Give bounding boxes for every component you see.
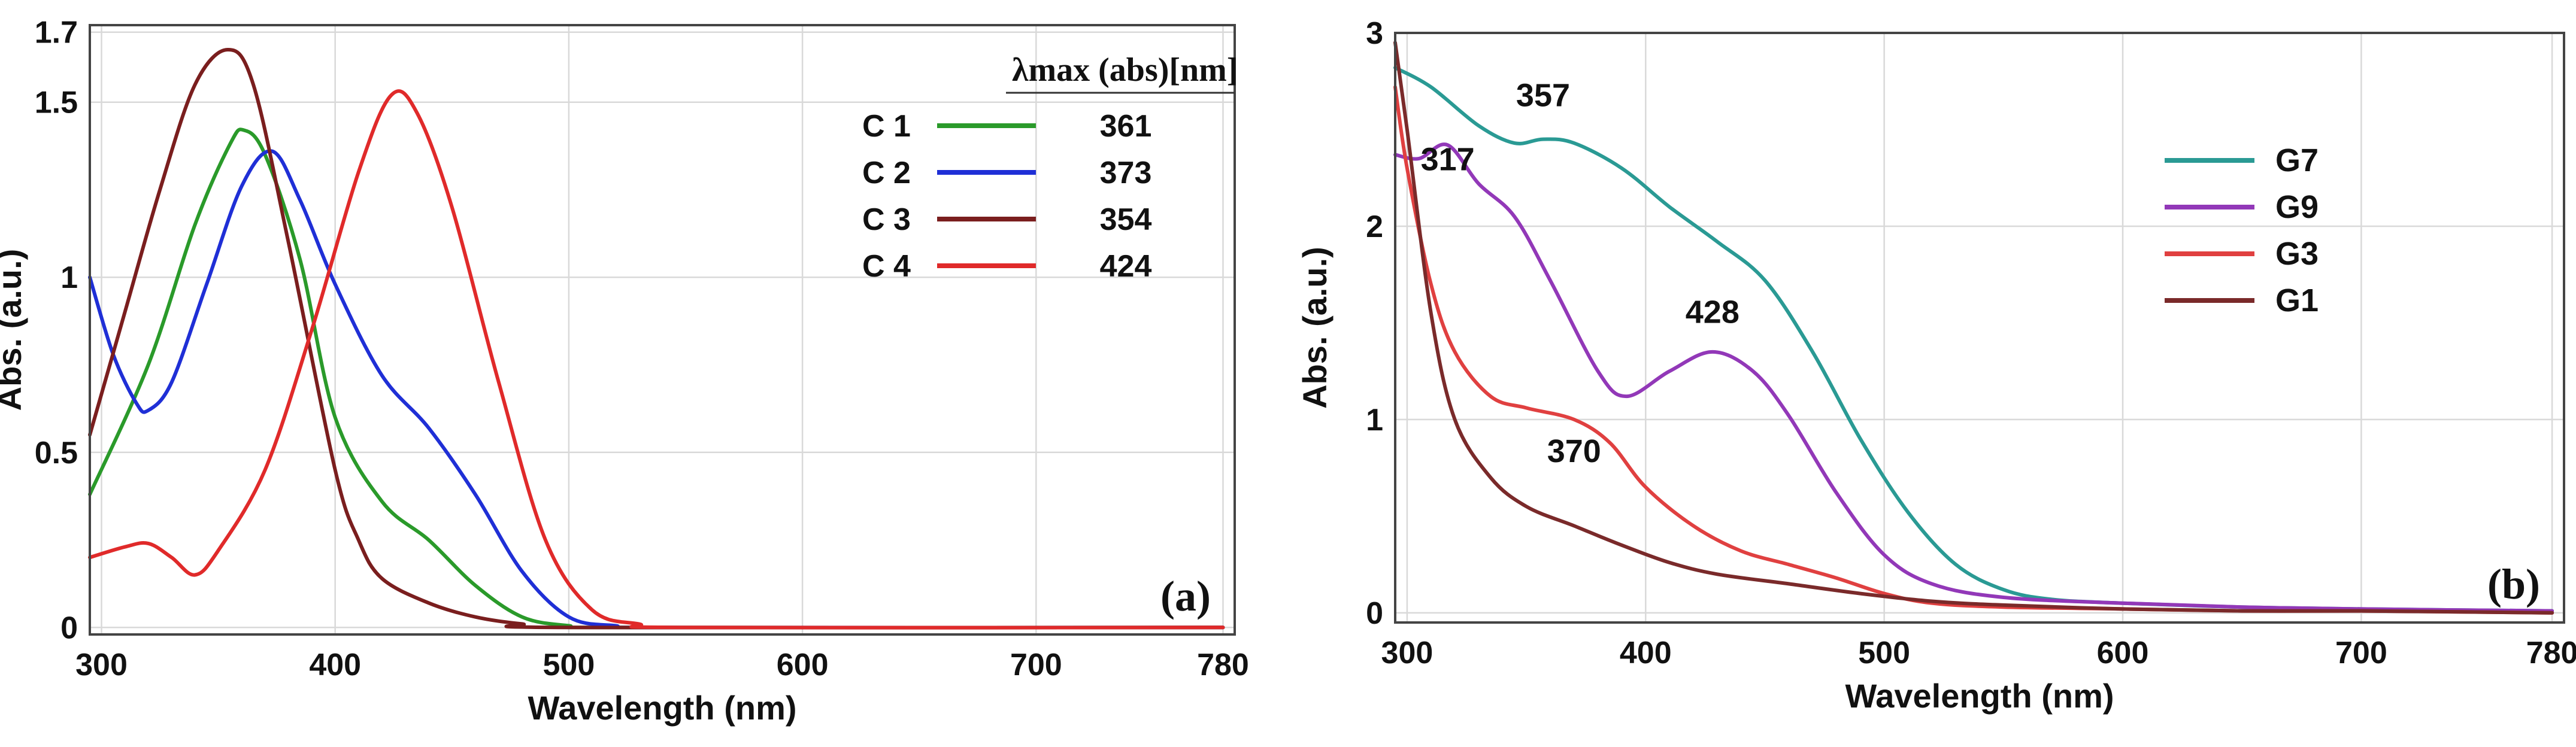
- x-tick-label: 780: [1197, 648, 1249, 682]
- legend-lambda-header: λmax (abs)[nm]: [1012, 51, 1238, 89]
- y-axis-label: Abs. (a.u.): [1296, 247, 1334, 409]
- x-tick-label: 600: [2097, 636, 2149, 670]
- x-tick-label: 600: [777, 648, 829, 682]
- x-tick-label: 300: [75, 648, 128, 682]
- x-axis-label: Wavelength (nm): [528, 689, 796, 727]
- panel-b-chart: 300 400 500 600 700 780 0 1 2 3 Wavelength (nm) Abs…: [1296, 16, 2576, 715]
- y-tick-label: 1: [1366, 403, 1383, 438]
- peak-annotation: 428: [1686, 294, 1739, 330]
- peak-annotation: 317: [1421, 141, 1475, 177]
- y-tick-label: 0: [1366, 596, 1383, 631]
- y-tick-label: 3: [1366, 16, 1383, 51]
- panel-a-chart: 300 400 500 600 700 780 0 0.5 1 1.5 1.7 Wavelength …: [0, 16, 1249, 727]
- legend-label: C 4: [862, 249, 911, 284]
- y-tick-label: 2: [1366, 209, 1383, 244]
- panel-label: (a): [1160, 572, 1211, 620]
- y-tick-label: 0: [60, 611, 78, 645]
- legend-label: C 3: [862, 202, 911, 237]
- x-tick-label: 700: [2335, 636, 2387, 670]
- plot-frame: [89, 24, 1236, 636]
- x-axis-label: Wavelength (nm): [1845, 677, 2114, 715]
- x-tick-label: 300: [1381, 636, 1434, 670]
- peak-annotation: 357: [1516, 78, 1570, 114]
- series-line-g9: [1393, 142, 2554, 613]
- peak-annotation: 370: [1547, 433, 1601, 469]
- y-tick-label: 1.5: [35, 86, 78, 120]
- y-tick-label: 1: [60, 260, 78, 295]
- series-line-c2: [88, 149, 1225, 630]
- x-tick-label: 500: [1858, 636, 1910, 670]
- panel-label: (b): [2487, 560, 2540, 608]
- x-tick-label: 400: [1620, 636, 1672, 670]
- x-tick-label: 400: [309, 648, 361, 682]
- x-tick-label: 700: [1010, 648, 1062, 682]
- plot-frame: [1394, 32, 2565, 624]
- legend-label: C 1: [862, 109, 911, 144]
- legend-lambda-value: 354: [1100, 202, 1152, 237]
- series-line-c3: [88, 48, 1225, 630]
- legend-label: G9: [2275, 189, 2319, 225]
- y-tick-label: 0.5: [35, 436, 78, 470]
- y-tick-label: 1.7: [35, 16, 78, 50]
- series-line-g1: [1393, 41, 2554, 615]
- y-axis-label: Abs. (a.u.): [0, 249, 28, 411]
- legend-lambda-value: 361: [1100, 109, 1152, 144]
- series-line-c4: [88, 89, 1225, 630]
- series-line-g7: [1393, 66, 2554, 613]
- x-tick-label: 780: [2526, 636, 2576, 670]
- legend-label: G7: [2275, 142, 2319, 178]
- legend-label: G3: [2275, 236, 2319, 272]
- x-tick-label: 500: [543, 648, 595, 682]
- legend-label: G1: [2275, 283, 2319, 318]
- legend-label: C 2: [862, 156, 911, 190]
- legend-lambda-value: 373: [1100, 156, 1152, 190]
- series-line-g3: [1393, 85, 2554, 615]
- legend-lambda-value: 424: [1100, 249, 1152, 284]
- series-line-c1: [88, 127, 1225, 630]
